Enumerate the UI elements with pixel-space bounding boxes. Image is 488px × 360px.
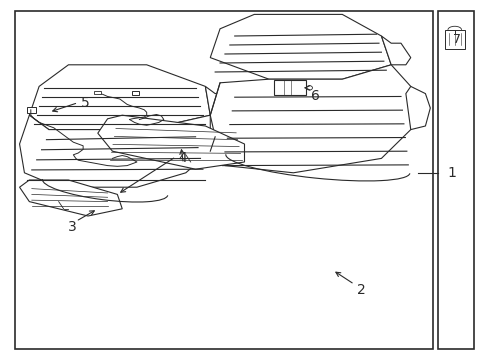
Bar [94, 91, 101, 94]
Bar [27, 107, 36, 113]
Polygon shape [381, 36, 410, 65]
Text: 5: 5 [81, 96, 89, 109]
Polygon shape [98, 115, 244, 169]
Polygon shape [20, 115, 210, 187]
Text: 3: 3 [67, 220, 76, 234]
Text: 1: 1 [447, 166, 456, 180]
Polygon shape [210, 65, 410, 173]
Bar [273, 80, 305, 95]
Bar [132, 91, 139, 95]
Polygon shape [405, 86, 429, 130]
Bar [444, 30, 464, 49]
Text: 7: 7 [452, 33, 460, 46]
Text: 2: 2 [356, 283, 365, 297]
Polygon shape [205, 86, 229, 115]
Polygon shape [20, 180, 122, 216]
Bar [437, 11, 473, 349]
Text: 4: 4 [178, 152, 187, 165]
Polygon shape [29, 65, 210, 130]
Polygon shape [210, 14, 390, 79]
Text: 6: 6 [310, 89, 319, 103]
Bar [15, 11, 432, 349]
